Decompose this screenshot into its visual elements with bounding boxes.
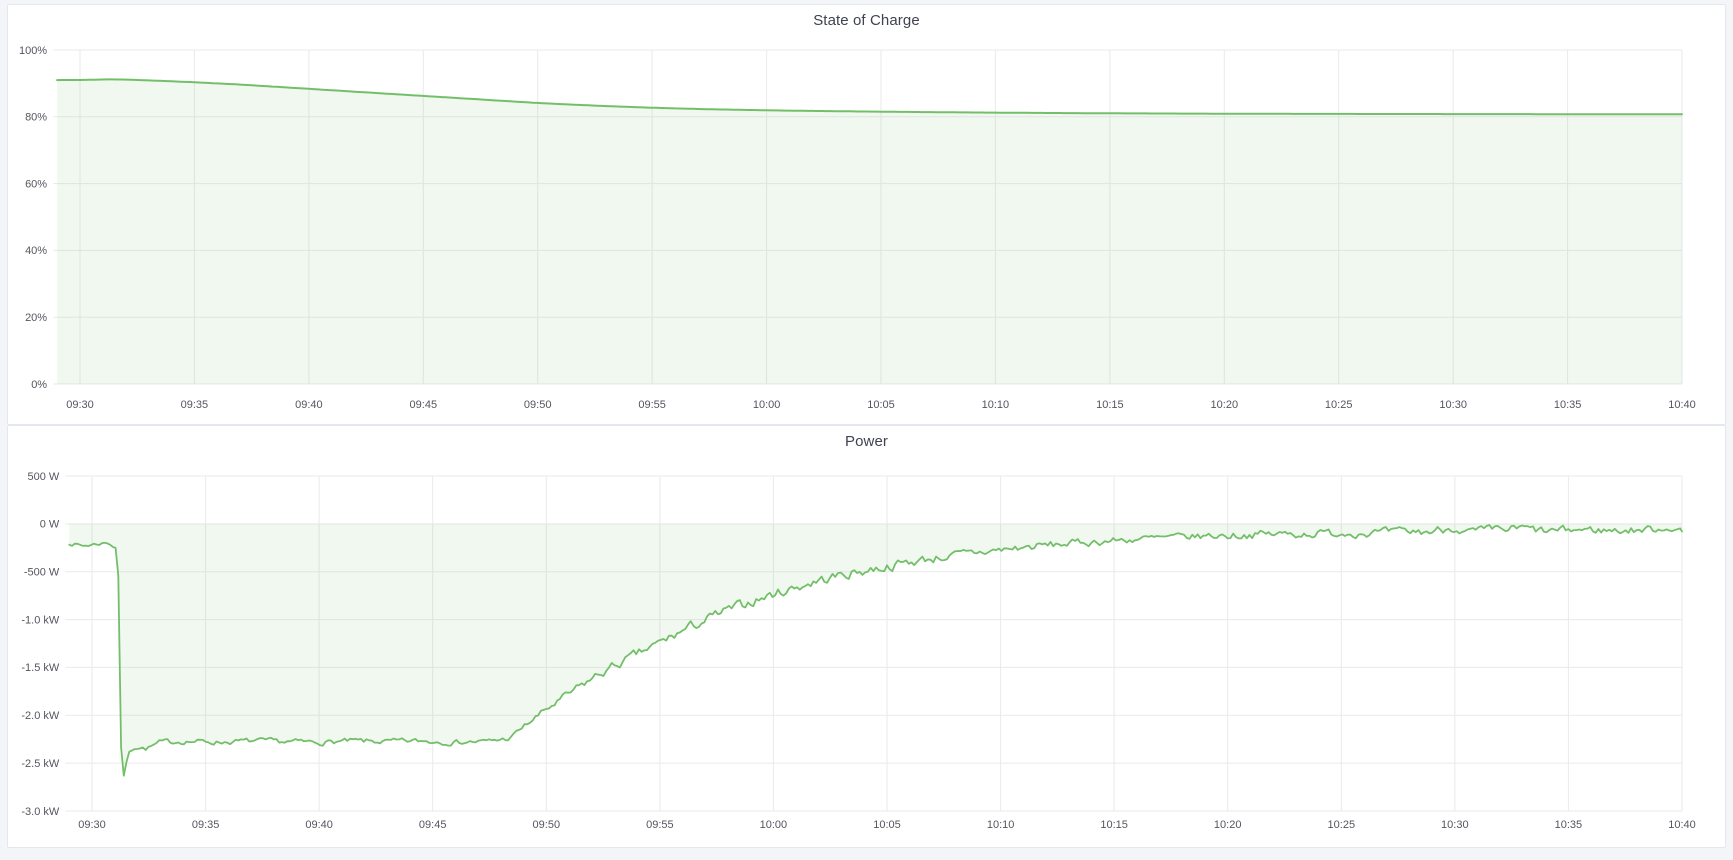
x-tick-label: 10:25 [1328,819,1356,831]
y-tick-label: -3.0 kW [21,806,60,818]
x-tick-label: 10:00 [760,819,788,831]
x-tick-label: 09:55 [646,819,674,831]
state-of-charge-svg: 100%80%60%40%20%0%09:30 09:35 09:40 09:45 09… [19,45,1696,411]
grid-lines [53,49,1683,385]
y-tick-label: 0 W [40,519,60,531]
x-tick-label: 09:30 [66,399,94,411]
x-tick-label: 10:40 [1668,819,1696,831]
chart-power[interactable]: 500 W 0 W -500 W -1.0 kW -1.5 kW -2.0 kW -2.5 … [8,456,1725,849]
x-tick-label: 10:20 [1211,399,1239,411]
panel-header-state-of-charge: State of Charge [8,5,1725,35]
y-axis-labels: 100% 80% 60% 40% 20% 0% [19,45,47,391]
x-tick-label: 09:40 [305,819,333,831]
x-axis-labels: 09:30 09:35 09:40 09:45 09:50 09:55 10:00 10:05… [78,819,1696,831]
x-tick-label: 10:30 [1439,399,1467,411]
panel-title-power[interactable]: Power [844,432,889,450]
x-tick-label: 09:35 [192,819,220,831]
x-tick-label: 10:10 [987,819,1015,831]
x-tick-label: 09:50 [533,819,561,831]
power-svg: 500 W 0 W -500 W -1.0 kW -1.5 kW -2.0 kW -2.5 … [21,471,1696,831]
x-tick-label: 09:55 [638,399,666,411]
x-tick-label: 10:05 [867,399,895,411]
panel-title-state-of-charge[interactable]: State of Charge [813,11,920,29]
y-axis-labels: 500 W 0 W -500 W -1.0 kW -1.5 kW -2.0 kW -2.5 … [21,471,60,818]
x-tick-label: 10:05 [873,819,901,831]
series-area-fill [57,79,1683,385]
panel-power: Power 500 W 0 W -500 W -1.0 kW -1.5 kW -2.0 k… [7,425,1726,848]
x-tick-label: 09:35 [181,399,209,411]
y-tick-label: 40% [25,245,47,257]
y-tick-label: 60% [25,178,47,190]
y-tick-label: -1.5 kW [21,662,60,674]
x-tick-label: 10:15 [1096,399,1124,411]
x-tick-label: 09:40 [295,399,323,411]
x-tick-label: 09:30 [78,819,106,831]
series-area-fill [69,523,1682,776]
y-tick-label: 20% [25,312,47,324]
x-tick-label: 10:40 [1668,399,1696,411]
y-tick-label: 100% [19,45,47,57]
panel-state-of-charge: State of Charge 100% 80% 60% 40% 20% 0% 09:30 0… [7,4,1726,425]
y-tick-label: 500 W [28,471,60,483]
x-axis-labels: 09:30 09:35 09:40 09:45 09:50 09:55 10:00 10:05… [66,399,1696,411]
x-tick-label: 10:35 [1554,399,1582,411]
y-tick-label: -500 W [24,567,60,579]
x-tick-label: 09:50 [524,399,552,411]
series-line [56,78,1683,116]
y-tick-label: 80% [25,112,47,124]
chart-state-of-charge[interactable]: 100% 80% 60% 40% 20% 0% 09:30 09:35 09:40 09:45 09… [8,35,1725,426]
x-tick-label: 09:45 [419,819,447,831]
x-tick-label: 10:15 [1100,819,1128,831]
panel-header-power: Power [8,426,1725,456]
series-line [68,524,1683,777]
grafana-dashboard: State of Charge 100% 80% 60% 40% 20% 0% 09:30 0… [7,4,1726,848]
x-tick-label: 10:10 [982,399,1010,411]
x-tick-label: 10:00 [753,399,781,411]
x-tick-label: 10:20 [1214,819,1242,831]
x-tick-label: 10:25 [1325,399,1353,411]
y-tick-label: 0% [31,379,47,391]
y-tick-label: -2.5 kW [21,758,60,770]
y-tick-label: -1.0 kW [21,614,60,626]
y-tick-label: -2.0 kW [21,710,60,722]
x-tick-label: 10:35 [1555,819,1583,831]
x-tick-label: 09:45 [410,399,438,411]
x-tick-label: 10:30 [1441,819,1469,831]
